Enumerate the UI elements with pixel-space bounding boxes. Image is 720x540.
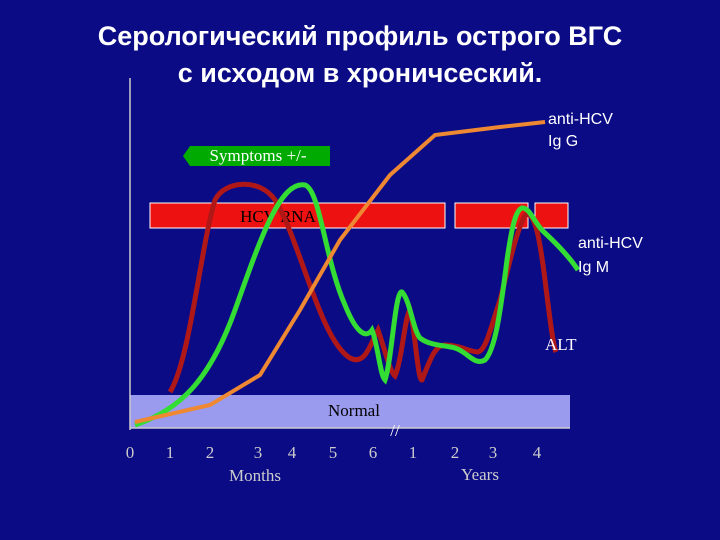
rna-bar [534, 202, 569, 229]
symptoms-box [183, 146, 330, 166]
igg-label: Ig G [548, 133, 578, 150]
igg-label: anti-HCV [548, 111, 613, 128]
rna-bar [149, 202, 446, 229]
axis-break: // [390, 421, 400, 440]
normal-band [130, 395, 570, 428]
igm-label: anti-HCV [578, 235, 643, 252]
normal-label: Normal [328, 401, 380, 420]
tick-label: 2 [451, 443, 460, 462]
igm-label: Ig M [578, 259, 609, 276]
igg-curve [134, 120, 546, 424]
tick-label: 4 [288, 443, 297, 462]
tick-label: 1 [409, 443, 418, 462]
tick-label: 5 [329, 443, 338, 462]
tick-label: 1 [166, 443, 175, 462]
symptoms-label: Symptoms +/- [210, 146, 307, 165]
igm-curve [134, 182, 581, 428]
months-label: Months [229, 466, 281, 485]
tick-label: 6 [369, 443, 378, 462]
tick-label: 3 [489, 443, 498, 462]
alt-label: ALT [545, 335, 577, 354]
tick-label: 2 [206, 443, 215, 462]
title-line: с исходом в хроничсеский. [178, 58, 543, 88]
tick-label: 4 [533, 443, 542, 462]
tick-label: 3 [254, 443, 263, 462]
tick-label: 0 [126, 443, 135, 462]
years-label: Years [461, 465, 499, 484]
hcv-rna-label: HCV RNA [240, 207, 316, 226]
title-line: Серологический профиль острого ВГС [98, 21, 622, 51]
